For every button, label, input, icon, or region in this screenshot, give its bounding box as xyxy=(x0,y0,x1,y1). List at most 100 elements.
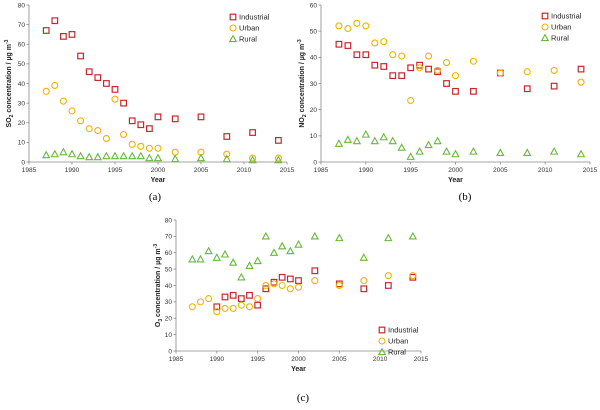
so2-y-tick-label: 70 xyxy=(18,22,26,29)
o3-urban-point xyxy=(237,301,245,309)
no2-urban-point xyxy=(550,66,558,74)
so2-rural-point xyxy=(170,154,180,163)
no2-industrial-point xyxy=(577,65,585,73)
so2-rural-point xyxy=(84,152,94,161)
o3-chart: 0 10 20 30 40 50 60 70 80 1985 1990 1995 2000 2005 201… xyxy=(153,217,429,404)
o3-urban-point xyxy=(205,295,213,303)
o3-x-tick-label: 2005 xyxy=(332,356,347,363)
o3-industrial-point xyxy=(237,295,245,302)
so2-industrial-point xyxy=(68,31,76,38)
so2-rural-point xyxy=(145,153,154,162)
no2-legend-urban-label: Urban xyxy=(551,23,571,32)
o3-industrial-point xyxy=(311,267,319,275)
so2-industrial-point xyxy=(128,117,136,125)
o3-industrial-point xyxy=(213,303,221,311)
o3-series-urban xyxy=(188,272,417,316)
no2-industrial-point xyxy=(371,61,379,69)
no2-rural-point xyxy=(343,135,353,143)
no2-urban-point xyxy=(344,24,352,33)
so2-y-tick-label: 10 xyxy=(18,140,26,147)
o3-rural-point xyxy=(359,253,369,261)
no2-y-tick-label: 50 xyxy=(310,28,318,35)
no2-urban-point xyxy=(434,66,442,74)
no2-rural-point xyxy=(379,132,388,141)
o3-industrial-point xyxy=(254,301,262,309)
so2-rural-point xyxy=(274,155,283,164)
so2-x-tick-label: 1995 xyxy=(108,167,123,174)
so2-ylabel-sub: 2 xyxy=(9,114,15,117)
o3-rural-point xyxy=(220,249,230,258)
so2-ylabel-main: SO xyxy=(6,117,13,128)
o3-urban-point xyxy=(360,277,368,285)
so2-x-axis-title: Year xyxy=(151,177,166,184)
no2-panel-label: (b) xyxy=(459,191,472,203)
o3-x-tick-label: 2000 xyxy=(291,356,306,363)
no2-series-industrial xyxy=(335,40,585,95)
o3-rural-point xyxy=(335,233,344,242)
no2-rural-point xyxy=(334,139,344,147)
o3-x-tick-label: 1990 xyxy=(210,356,225,363)
o3-rural-point xyxy=(294,240,303,248)
no2-industrial-point xyxy=(398,72,406,80)
no2-legend-rural-marker xyxy=(540,33,550,42)
o3-rural-point xyxy=(261,231,271,240)
no2-industrial-point xyxy=(335,40,343,48)
so2-industrial-point xyxy=(154,113,162,121)
no2-legend: Industrial Urban Rural xyxy=(540,12,582,43)
no2-urban-point xyxy=(389,51,397,59)
no2-y-tick-label: 0 xyxy=(313,159,317,166)
so2-series-urban xyxy=(42,81,282,162)
no2-x-tick-label: 2015 xyxy=(583,167,598,174)
so2-industrial-point xyxy=(59,32,67,40)
so2-y-tick-label: 40 xyxy=(18,81,26,88)
no2-urban-point xyxy=(416,64,424,72)
so2-x-tick-label: 1985 xyxy=(22,167,37,174)
so2-industrial-point xyxy=(275,137,282,144)
so2-urban-point xyxy=(249,154,257,162)
no2-legend-urban-marker xyxy=(541,23,549,31)
o3-urban-point xyxy=(311,277,319,285)
no2-urban-point xyxy=(371,39,379,47)
no2-rural-point xyxy=(576,149,586,158)
no2-urban-point xyxy=(577,78,585,86)
o3-industrial-point xyxy=(384,282,392,289)
so2-y-tick-label: 20 xyxy=(18,120,26,127)
no2-industrial-point xyxy=(407,64,415,72)
no2-urban-point xyxy=(523,68,531,76)
o3-rural-point xyxy=(204,246,213,255)
no2-industrial-point xyxy=(380,63,388,70)
no2-urban-point xyxy=(362,22,370,30)
o3-y-axis-title: O3 concentration / µg m-3 xyxy=(153,244,164,327)
o3-urban-point xyxy=(188,303,196,311)
so2-panel-label: (a) xyxy=(149,191,162,203)
no2-industrial-point xyxy=(452,87,459,95)
o3-y-tick-label: 20 xyxy=(165,316,173,323)
so2-rural-point xyxy=(93,152,103,161)
o3-y-tick-label: 10 xyxy=(165,332,173,339)
o3-urban-point xyxy=(229,304,237,312)
no2-urban-point xyxy=(442,59,451,67)
no2-rural-point xyxy=(433,136,442,145)
no2-rural-point xyxy=(406,152,415,160)
o3-ylabel-main: O xyxy=(155,321,162,327)
so2-urban-point xyxy=(128,140,136,148)
so2-industrial-point xyxy=(137,121,145,129)
o3-series-rural xyxy=(188,231,418,281)
o3-urban-point xyxy=(409,272,417,280)
so2-industrial-point xyxy=(249,129,257,136)
o3-x-axis-title: Year xyxy=(291,366,306,373)
so2-rural-point xyxy=(196,153,206,162)
so2-legend-rural-marker xyxy=(228,34,238,43)
no2-legend-industrial-label: Industrial xyxy=(551,12,582,21)
o3-urban-point xyxy=(335,281,343,290)
no2-urban-point xyxy=(425,52,433,60)
no2-legend-industrial-marker xyxy=(541,12,549,20)
o3-ylabel-sub: 3 xyxy=(158,319,164,322)
o3-x-tick-label: 1995 xyxy=(250,356,265,363)
so2-urban-point xyxy=(94,127,102,135)
so2-rural-point xyxy=(153,153,163,162)
no2-x-axis-title: Year xyxy=(448,177,463,184)
so2-rural-point xyxy=(110,151,120,160)
no2-y-tick-label: 60 xyxy=(310,2,318,9)
so2-industrial-point xyxy=(171,115,179,123)
